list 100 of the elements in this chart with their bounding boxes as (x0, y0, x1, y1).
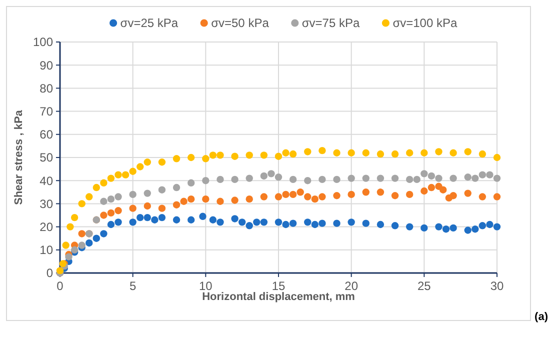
point (199, 212, 206, 220)
point (493, 223, 501, 230)
point (464, 190, 472, 197)
point (348, 218, 355, 226)
point (246, 152, 253, 159)
point (86, 239, 93, 247)
point (478, 150, 486, 158)
point (318, 220, 326, 227)
point (362, 188, 370, 196)
point (274, 218, 282, 226)
legend-label: σv=75 kPa (302, 16, 360, 30)
point (348, 190, 355, 198)
point (107, 195, 115, 203)
point (304, 148, 312, 156)
point (311, 195, 319, 203)
point (282, 220, 290, 228)
point (486, 171, 494, 178)
point (376, 220, 384, 228)
point (391, 222, 399, 230)
y-tick-label: 60 (40, 128, 54, 142)
x-tick-label: 25 (417, 279, 432, 293)
point (231, 196, 238, 204)
point (92, 234, 100, 242)
x-tick-label: 20 (344, 279, 358, 293)
point (362, 220, 370, 227)
point (158, 214, 166, 222)
point (158, 204, 166, 212)
point (122, 171, 130, 178)
point (268, 170, 275, 178)
point (129, 168, 136, 175)
point (296, 188, 304, 196)
point (231, 215, 238, 222)
point (274, 193, 282, 200)
point (260, 172, 268, 180)
point (65, 253, 72, 260)
point (144, 202, 151, 210)
point (209, 216, 217, 224)
point (260, 193, 268, 200)
point (304, 218, 312, 226)
y-tick-label: 30 (40, 196, 54, 211)
point (450, 174, 457, 182)
point (406, 190, 414, 198)
point (478, 222, 486, 230)
point (493, 174, 501, 182)
point (172, 216, 180, 224)
y-tick-label: 40 (40, 174, 54, 188)
point (348, 174, 355, 182)
point (289, 190, 297, 198)
point (464, 226, 472, 234)
point (450, 192, 457, 200)
point (100, 212, 108, 219)
point (493, 154, 501, 162)
point (86, 193, 93, 200)
point (107, 220, 115, 228)
point (92, 184, 100, 192)
point (304, 177, 312, 184)
point (216, 218, 224, 226)
point (333, 149, 340, 156)
point (376, 174, 384, 182)
point (202, 155, 210, 162)
point (362, 149, 370, 156)
point (180, 198, 188, 205)
point (158, 158, 166, 166)
point (348, 149, 355, 156)
point (107, 174, 115, 182)
point (129, 218, 136, 226)
point (70, 246, 78, 254)
point (62, 242, 70, 249)
point (238, 218, 246, 226)
x-axis-title: Horizontal displacement, mm (202, 291, 356, 303)
x-tick-label: 5 (129, 279, 136, 293)
point (391, 150, 399, 158)
point (246, 174, 253, 182)
point (114, 193, 122, 200)
x-tick-label: 10 (198, 279, 213, 293)
y-tick-label: 10 (40, 243, 54, 258)
point (202, 195, 210, 203)
point (406, 149, 414, 156)
point (435, 174, 442, 182)
point (486, 220, 494, 228)
point (231, 152, 238, 160)
point (129, 204, 136, 212)
point (188, 216, 195, 224)
point (100, 230, 108, 238)
y-tick-label: 50 (40, 150, 54, 165)
point (188, 179, 195, 187)
point (136, 214, 144, 222)
x-tick-label: 30 (490, 279, 504, 293)
point (172, 201, 180, 208)
point (391, 192, 399, 200)
point (172, 155, 180, 162)
point (209, 152, 217, 159)
point (318, 146, 326, 154)
point (78, 200, 86, 208)
point (478, 193, 486, 200)
point (66, 223, 74, 230)
point (391, 174, 399, 182)
point (253, 218, 260, 226)
point (136, 163, 144, 170)
point (282, 149, 290, 156)
